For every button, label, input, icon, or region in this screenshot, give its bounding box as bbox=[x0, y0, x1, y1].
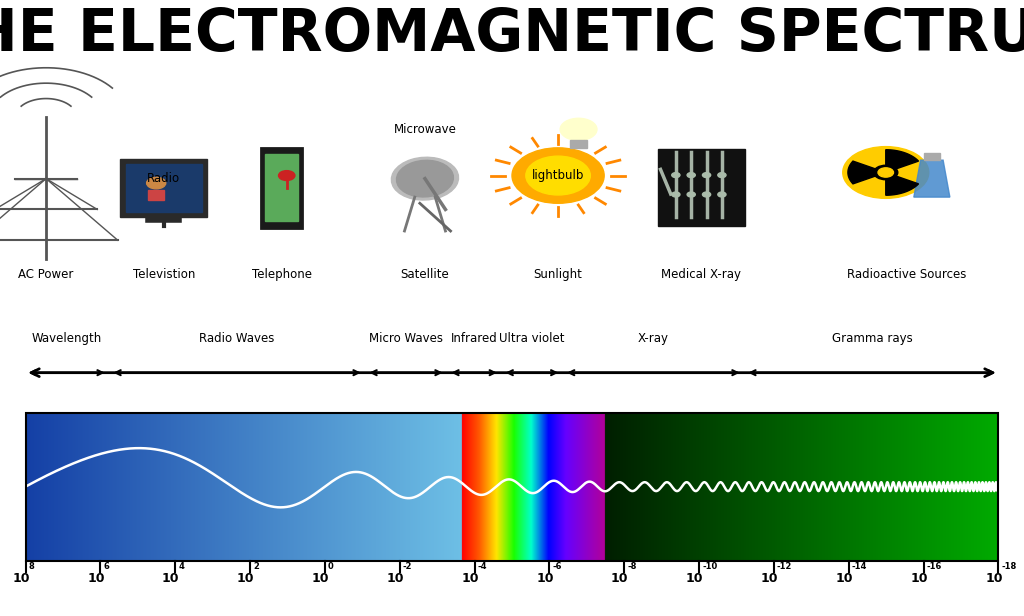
Text: 10: 10 bbox=[611, 572, 629, 585]
Text: Radioactive Sources: Radioactive Sources bbox=[847, 268, 966, 281]
Circle shape bbox=[687, 172, 695, 177]
Circle shape bbox=[526, 156, 590, 195]
Bar bbox=[26, 413, 998, 561]
Text: -8: -8 bbox=[628, 562, 637, 571]
Text: 10: 10 bbox=[12, 572, 30, 585]
Bar bbox=[570, 140, 587, 148]
Circle shape bbox=[672, 172, 680, 177]
Ellipse shape bbox=[391, 157, 459, 200]
Text: 10: 10 bbox=[761, 572, 778, 585]
Circle shape bbox=[687, 192, 695, 197]
Circle shape bbox=[146, 177, 166, 189]
Text: 10: 10 bbox=[686, 572, 703, 585]
Text: Medical X-ray: Medical X-ray bbox=[662, 268, 741, 281]
Circle shape bbox=[279, 171, 295, 180]
Text: 10: 10 bbox=[910, 572, 928, 585]
Text: 4: 4 bbox=[178, 562, 184, 571]
Text: 8: 8 bbox=[29, 562, 35, 571]
Text: Infrared: Infrared bbox=[451, 332, 498, 345]
Text: 10: 10 bbox=[311, 572, 329, 585]
Polygon shape bbox=[886, 150, 919, 169]
Text: 10: 10 bbox=[537, 572, 554, 585]
Text: Telephone: Telephone bbox=[252, 268, 311, 281]
Text: Gramma rays: Gramma rays bbox=[831, 332, 912, 345]
Text: Televistion: Televistion bbox=[133, 268, 195, 281]
Text: -16: -16 bbox=[927, 562, 942, 571]
Polygon shape bbox=[886, 176, 919, 195]
Text: Ultra violet: Ultra violet bbox=[500, 332, 564, 345]
Circle shape bbox=[878, 168, 894, 177]
Text: Micro Waves: Micro Waves bbox=[369, 332, 443, 345]
Text: 10: 10 bbox=[985, 572, 1002, 585]
Bar bbox=[126, 164, 202, 212]
Text: 10: 10 bbox=[162, 572, 179, 585]
Bar bbox=[121, 159, 207, 217]
Bar bbox=[658, 150, 745, 227]
Text: Microwave: Microwave bbox=[393, 123, 457, 136]
Circle shape bbox=[843, 147, 929, 198]
Text: -14: -14 bbox=[852, 562, 867, 571]
Bar bbox=[924, 153, 940, 160]
Text: -10: -10 bbox=[702, 562, 718, 571]
Text: 0: 0 bbox=[328, 562, 334, 571]
Text: AC Power: AC Power bbox=[18, 268, 74, 281]
Text: -6: -6 bbox=[553, 562, 562, 571]
Text: 10: 10 bbox=[386, 572, 403, 585]
Circle shape bbox=[873, 165, 898, 180]
Text: -2: -2 bbox=[402, 562, 413, 571]
Text: 6: 6 bbox=[103, 562, 110, 571]
Text: X-ray: X-ray bbox=[638, 332, 669, 345]
Circle shape bbox=[560, 118, 597, 140]
Text: 10: 10 bbox=[836, 572, 853, 585]
Polygon shape bbox=[913, 160, 950, 197]
Polygon shape bbox=[848, 161, 874, 184]
Bar bbox=[261, 148, 302, 228]
Bar bbox=[265, 154, 298, 221]
Text: 10: 10 bbox=[87, 572, 104, 585]
Text: lightbulb: lightbulb bbox=[531, 169, 585, 182]
Text: -12: -12 bbox=[777, 562, 793, 571]
Text: Satellite: Satellite bbox=[400, 268, 450, 281]
Bar bbox=[148, 190, 164, 200]
Circle shape bbox=[702, 192, 711, 197]
Text: THE ELECTROMAGNETIC SPECTRUM: THE ELECTROMAGNETIC SPECTRUM bbox=[0, 6, 1024, 63]
Circle shape bbox=[672, 192, 680, 197]
Circle shape bbox=[512, 148, 604, 203]
Circle shape bbox=[718, 192, 726, 197]
Circle shape bbox=[702, 172, 711, 177]
Text: Radio Waves: Radio Waves bbox=[200, 332, 274, 345]
Text: 2: 2 bbox=[253, 562, 259, 571]
Circle shape bbox=[718, 172, 726, 177]
Text: 10: 10 bbox=[237, 572, 254, 585]
Text: -4: -4 bbox=[477, 562, 487, 571]
Text: Wavelength: Wavelength bbox=[32, 332, 101, 345]
Text: Radio: Radio bbox=[147, 172, 180, 185]
Text: 10: 10 bbox=[461, 572, 479, 585]
Text: Sunlight: Sunlight bbox=[534, 268, 583, 281]
Ellipse shape bbox=[396, 160, 454, 197]
Text: -18: -18 bbox=[1001, 562, 1017, 571]
